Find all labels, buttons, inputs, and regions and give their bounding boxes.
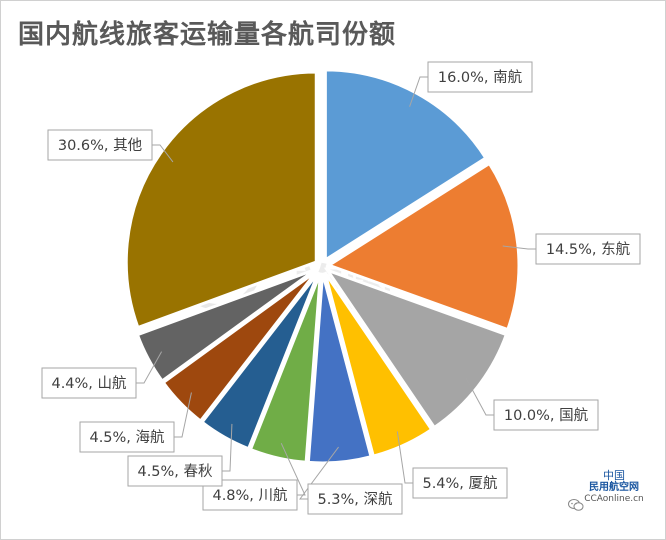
data-label-东航: 14.5%, 东航 — [546, 241, 631, 258]
chart-title: 国内航线旅客运输量各航司份额 — [18, 20, 397, 50]
data-label-厦航: 5.4%, 厦航 — [422, 475, 498, 492]
brand-domain-name: CCAonline — [584, 494, 631, 504]
pie-slice-海航 — [161, 269, 319, 424]
leader-line-山航 — [136, 351, 163, 384]
brand-name: 民用航空网 — [589, 482, 639, 493]
leader-line-春秋 — [222, 423, 233, 472]
leader-line-东航 — [502, 245, 536, 250]
leader-line-海航 — [174, 392, 192, 438]
callout-box-国航 — [493, 399, 599, 431]
brand-logo: 中国 民用航空网 CCAonline.cn — [568, 470, 660, 505]
leader-line-南航 — [409, 76, 428, 107]
data-label-国航: 10.0%, 国航 — [504, 407, 589, 424]
pie-slice-国航 — [323, 267, 509, 430]
leader-line-国航 — [465, 377, 494, 416]
data-label-其他: 30.6%, 其他 — [58, 137, 142, 154]
pie-slice-山航 — [135, 267, 317, 384]
data-label-山航: 4.4%, 山航 — [51, 375, 127, 392]
pie-slice-东航 — [325, 161, 521, 332]
callout-box-山航 — [41, 367, 137, 399]
callout-box-南航 — [427, 61, 533, 93]
callout-box-春秋 — [127, 455, 223, 487]
pie-slice-南航 — [323, 68, 488, 263]
data-label-南航: 16.0%, 南航 — [438, 69, 523, 86]
brand-country: 中国 — [603, 469, 625, 482]
data-label-深航: 5.3%, 深航 — [317, 491, 393, 508]
callout-box-海航 — [79, 421, 175, 453]
pie-slice-厦航 — [323, 271, 434, 458]
leader-line-川航 — [280, 442, 306, 496]
data-label-春秋: 4.5%, 春秋 — [137, 463, 213, 480]
callout-box-东航 — [535, 233, 641, 265]
callout-box-其他 — [47, 129, 153, 161]
leader-line-厦航 — [396, 431, 413, 484]
wechat-icon — [568, 499, 584, 511]
pie-labels: 16.0%, 南航 14.5%, 东航 10.0%, 国航 5.4%, 厦航 5.3%,… — [41, 61, 641, 515]
callout-box-厦航 — [412, 467, 508, 499]
pie-slice-深航 — [306, 272, 373, 465]
pie-slice-其他 — [124, 70, 318, 330]
data-label-川航: 4.8%, 川航 — [212, 487, 288, 504]
brand-domain: CCAonline.cn — [568, 494, 660, 505]
data-label-海航: 4.5%, 海航 — [89, 429, 165, 446]
leader-line-其他 — [152, 144, 174, 163]
pie-slice-春秋 — [199, 271, 320, 451]
callout-box-深航 — [307, 483, 403, 515]
leader-line-深航 — [299, 446, 339, 500]
pie-slices — [124, 68, 521, 465]
brand-tld: .cn — [630, 494, 644, 504]
pie-slice-川航 — [248, 272, 322, 464]
